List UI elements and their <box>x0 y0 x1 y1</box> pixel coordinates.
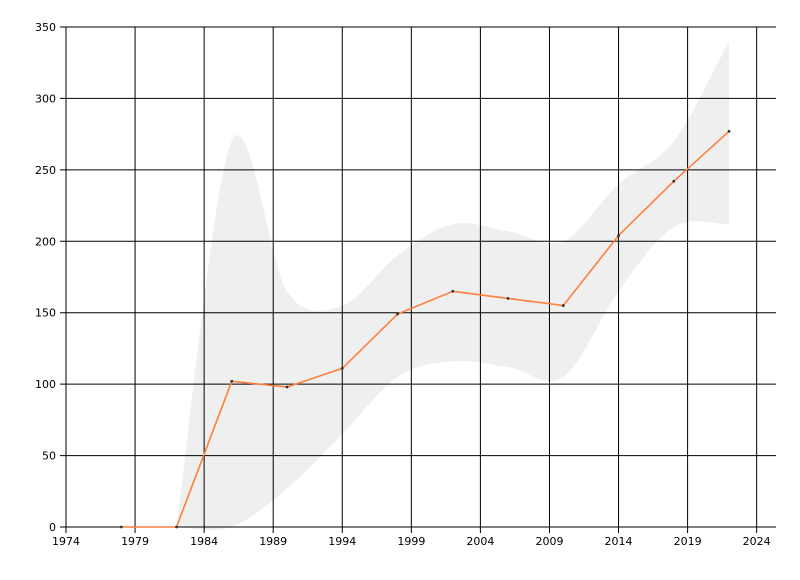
point <box>285 385 289 389</box>
y-tick-label: 50 <box>42 450 56 463</box>
x-tick-label: 2004 <box>466 535 494 548</box>
point <box>340 367 344 370</box>
x-tick-label: 2019 <box>674 535 702 548</box>
x-tick-label: 2009 <box>535 535 563 548</box>
y-tick-label: 200 <box>35 235 56 248</box>
point <box>727 129 731 133</box>
point <box>175 525 178 529</box>
y-tick-label: 350 <box>35 21 56 34</box>
x-tick-label: 1984 <box>190 535 218 548</box>
point <box>396 312 399 316</box>
point <box>672 179 676 183</box>
x-tick-label: 2014 <box>605 535 633 548</box>
y-tick-label: 300 <box>35 92 56 105</box>
y-tick-label: 150 <box>35 307 56 320</box>
point <box>506 297 510 300</box>
x-tick-label: 1994 <box>328 535 356 548</box>
line <box>121 130 730 528</box>
confidence-band <box>176 41 730 530</box>
y-tick-label: 250 <box>35 164 56 177</box>
x-tick-label: 1989 <box>259 535 287 548</box>
y-tick-label: 100 <box>35 378 56 391</box>
x-tick-label: 1974 <box>52 535 80 548</box>
y-tick-label: 0 <box>49 521 56 534</box>
point <box>561 304 565 307</box>
x-tick-label: 1999 <box>397 535 425 548</box>
x-tick-label: 2024 <box>743 535 771 548</box>
point <box>230 379 234 383</box>
point <box>119 525 123 529</box>
point <box>451 289 455 293</box>
x-tick-label: 1979 <box>121 535 149 548</box>
point <box>617 234 620 237</box>
